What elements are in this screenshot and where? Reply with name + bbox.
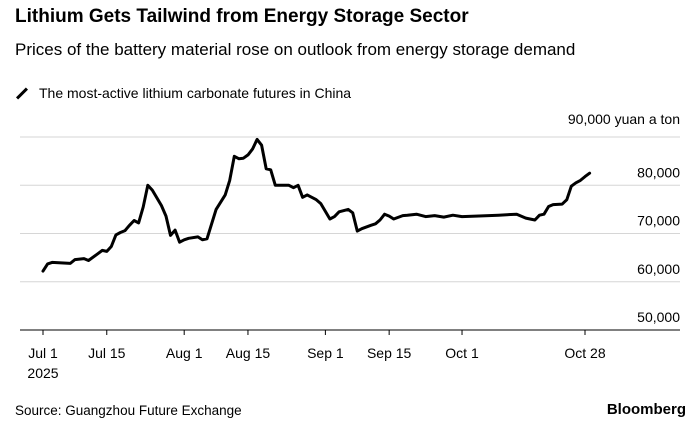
x-axis	[20, 329, 680, 335]
chart-title: Lithium Gets Tailwind from Energy Storag…	[15, 6, 469, 27]
x-tick-label: Oct 28	[564, 345, 605, 361]
legend-label: The most-active lithium carbonate future…	[39, 85, 352, 101]
x-tick-label: Jul 15	[88, 345, 126, 361]
y-tick-label: 80,000	[637, 164, 680, 180]
y-axis-unit-label: 90,000 yuan a ton	[567, 111, 680, 127]
x-tick-label: Jul 1	[28, 345, 58, 361]
x-tick-label: Oct 1	[445, 345, 479, 361]
x-tick-label: Sep 1	[307, 345, 344, 361]
brand-logo: Bloomberg	[606, 401, 686, 418]
x-tick-label: Aug 1	[166, 345, 203, 361]
x-tick-label: Aug 15	[226, 345, 271, 361]
y-tick-label: 60,000	[637, 261, 680, 277]
y-tick-label: 70,000	[637, 213, 680, 229]
legend: The most-active lithium carbonate future…	[15, 85, 351, 101]
x-tick-label: Sep 15	[367, 345, 412, 361]
x-axis-labels: Jul 1 2025 Jul 15 Aug 1 Aug 15 Sep 1 Sep 15 Oct…	[27, 345, 605, 381]
chart-subtitle: Prices of the battery material rose on o…	[15, 40, 576, 59]
series-line	[41, 137, 592, 273]
y-axis-labels: 80,000 70,000 60,000 50,000	[637, 164, 680, 325]
y-tick-label: 50,000	[637, 309, 680, 325]
series-group	[41, 137, 592, 273]
x-tick-year-label: 2025	[27, 365, 58, 381]
source-note: Source: Guangzhou Future Exchange	[15, 403, 242, 418]
grid-lines	[20, 136, 680, 283]
